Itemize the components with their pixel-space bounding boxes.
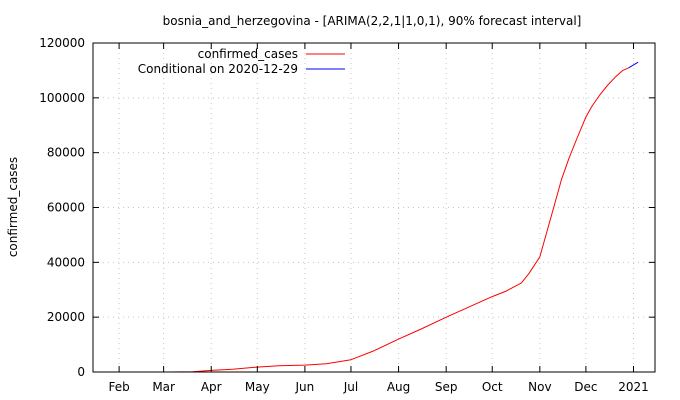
y-tick-label: 60000: [47, 201, 85, 215]
grid: [93, 43, 655, 372]
x-tick-label: Sep: [435, 380, 458, 394]
y-tick-label: 0: [77, 365, 85, 379]
y-axis-label: confirmed_cases: [6, 157, 20, 257]
x-tick-label: 2021: [618, 380, 649, 394]
x-tick-label: Aug: [387, 380, 410, 394]
y-tick-label: 40000: [47, 255, 85, 269]
legend-label-confirmed-cases: confirmed_cases: [198, 47, 298, 61]
legend: confirmed_cases Conditional on 2020-12-2…: [138, 47, 345, 76]
y-tick-label: 120000: [39, 36, 85, 50]
series-layer: [169, 61, 639, 373]
chart-title: bosnia_and_herzegovina - [ARIMA(2,2,1|1,…: [163, 14, 582, 28]
x-tick-label: Feb: [108, 380, 129, 394]
x-tick-label: Apr: [201, 380, 222, 394]
x-tick-labels: Feb Mar Apr May Jun Jul Aug Sep Oct Nov Dec 2021: [108, 380, 648, 394]
ticks: [93, 42, 655, 373]
x-tick-label: May: [245, 380, 270, 394]
legend-label-conditional: Conditional on 2020-12-29: [138, 62, 298, 76]
x-tick-label: Jun: [295, 380, 315, 394]
series-line-confirmed-cases: [169, 67, 630, 373]
series-line-conditional-forecast: [628, 61, 639, 69]
x-tick-label: Mar: [152, 380, 175, 394]
y-tick-labels: 0 20000 40000 60000 80000 100000 120000: [39, 36, 85, 379]
x-tick-label: Dec: [574, 380, 597, 394]
y-tick-label: 20000: [47, 310, 85, 324]
x-tick-label: Jul: [343, 380, 358, 394]
y-tick-label: 80000: [47, 146, 85, 160]
y-tick-label: 100000: [39, 91, 85, 105]
x-tick-label: Nov: [528, 380, 551, 394]
x-tick-label: Oct: [482, 380, 503, 394]
